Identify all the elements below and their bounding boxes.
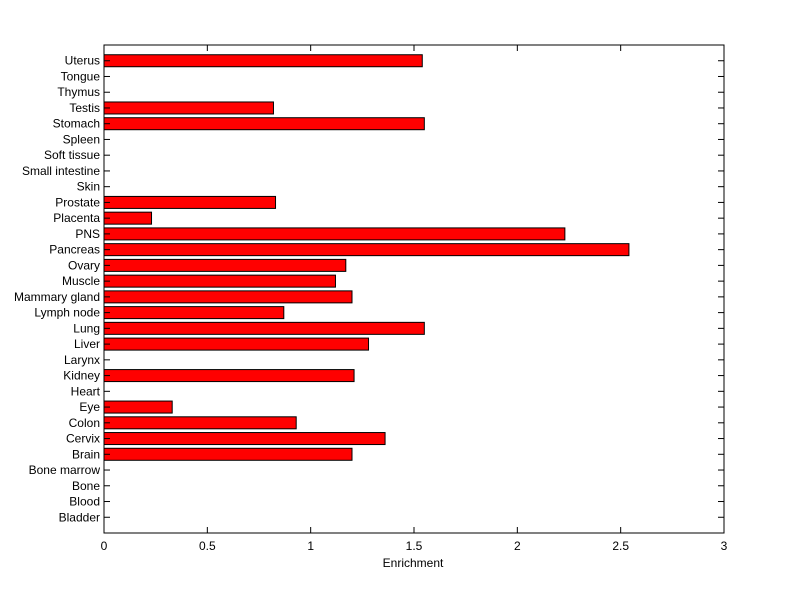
bar-cervix bbox=[103, 432, 386, 446]
y-tick-label-blood: Blood bbox=[69, 495, 100, 509]
x-tick-label-1: 0.5 bbox=[199, 539, 216, 553]
bar-colon bbox=[103, 416, 297, 430]
y-tick-label-larynx: Larynx bbox=[64, 353, 100, 367]
x-tick-label-5: 2.5 bbox=[612, 539, 629, 553]
bar-pancreas bbox=[103, 243, 630, 257]
bar-pns bbox=[103, 227, 566, 241]
y-tick-label-stomach: Stomach bbox=[53, 117, 100, 131]
y-tick-label-lymph-node: Lymph node bbox=[34, 306, 100, 320]
y-tick-label-lung: Lung bbox=[73, 321, 100, 335]
bar-muscle bbox=[103, 274, 336, 288]
y-tick-label-colon: Colon bbox=[69, 416, 100, 430]
bar-liver bbox=[103, 337, 370, 351]
y-tick-label-skin: Skin bbox=[77, 180, 100, 194]
bar-mammary-gland bbox=[103, 290, 353, 304]
y-tick-label-muscle: Muscle bbox=[62, 274, 100, 288]
y-tick-label-testis: Testis bbox=[69, 101, 100, 115]
plot-area-frame bbox=[103, 44, 725, 534]
bar-lymph-node bbox=[103, 306, 285, 320]
y-tick-label-small-intestine: Small intestine bbox=[22, 164, 100, 178]
y-tick-label-soft-tissue: Soft tissue bbox=[44, 148, 100, 162]
bar-testis bbox=[103, 101, 274, 115]
bar-kidney bbox=[103, 369, 355, 383]
x-tick-label-3: 1.5 bbox=[406, 539, 423, 553]
x-tick-label-0: 0 bbox=[101, 539, 108, 553]
y-tick-label-thymus: Thymus bbox=[57, 85, 100, 99]
x-tick-label-6: 3 bbox=[721, 539, 728, 553]
y-tick-label-brain: Brain bbox=[72, 447, 100, 461]
y-tick-label-cervix: Cervix bbox=[66, 432, 100, 446]
y-tick-label-ovary: Ovary bbox=[68, 258, 100, 272]
y-tick-label-mammary-gland: Mammary gland bbox=[14, 290, 100, 304]
y-tick-label-kidney: Kidney bbox=[63, 369, 100, 383]
y-tick-label-pns: PNS bbox=[75, 227, 100, 241]
x-axis-title: Enrichment bbox=[383, 556, 444, 570]
bar-stomach bbox=[103, 117, 425, 131]
y-tick-label-placenta: Placenta bbox=[53, 211, 100, 225]
y-tick-label-bone: Bone bbox=[72, 479, 100, 493]
y-tick-label-eye: Eye bbox=[79, 400, 100, 414]
x-tick-label-2: 1 bbox=[307, 539, 314, 553]
bar-brain bbox=[103, 447, 353, 461]
y-tick-label-liver: Liver bbox=[74, 337, 100, 351]
y-tick-label-prostate: Prostate bbox=[55, 195, 100, 209]
ticks-group bbox=[103, 45, 725, 533]
y-tick-label-uterus: Uterus bbox=[65, 54, 100, 68]
y-tick-label-tongue: Tongue bbox=[61, 69, 101, 83]
bar-ovary bbox=[103, 258, 347, 272]
y-tick-label-spleen: Spleen bbox=[63, 132, 100, 146]
bar-eye bbox=[103, 400, 173, 414]
x-tick-label-4: 2 bbox=[514, 539, 521, 553]
x-tick-labels-group: 0 0.5 1 1.5 2 2.5 3 bbox=[101, 539, 728, 553]
y-tick-label-bone-marrow: Bone marrow bbox=[29, 463, 101, 477]
y-tick-label-bladder: Bladder bbox=[59, 510, 100, 524]
bar-placenta bbox=[103, 211, 153, 225]
bar-uterus bbox=[103, 54, 423, 68]
y-tick-label-heart: Heart bbox=[71, 384, 101, 398]
y-tick-label-pancreas: Pancreas bbox=[49, 243, 100, 257]
bar-prostate bbox=[103, 195, 277, 209]
bar-lung bbox=[103, 321, 425, 335]
